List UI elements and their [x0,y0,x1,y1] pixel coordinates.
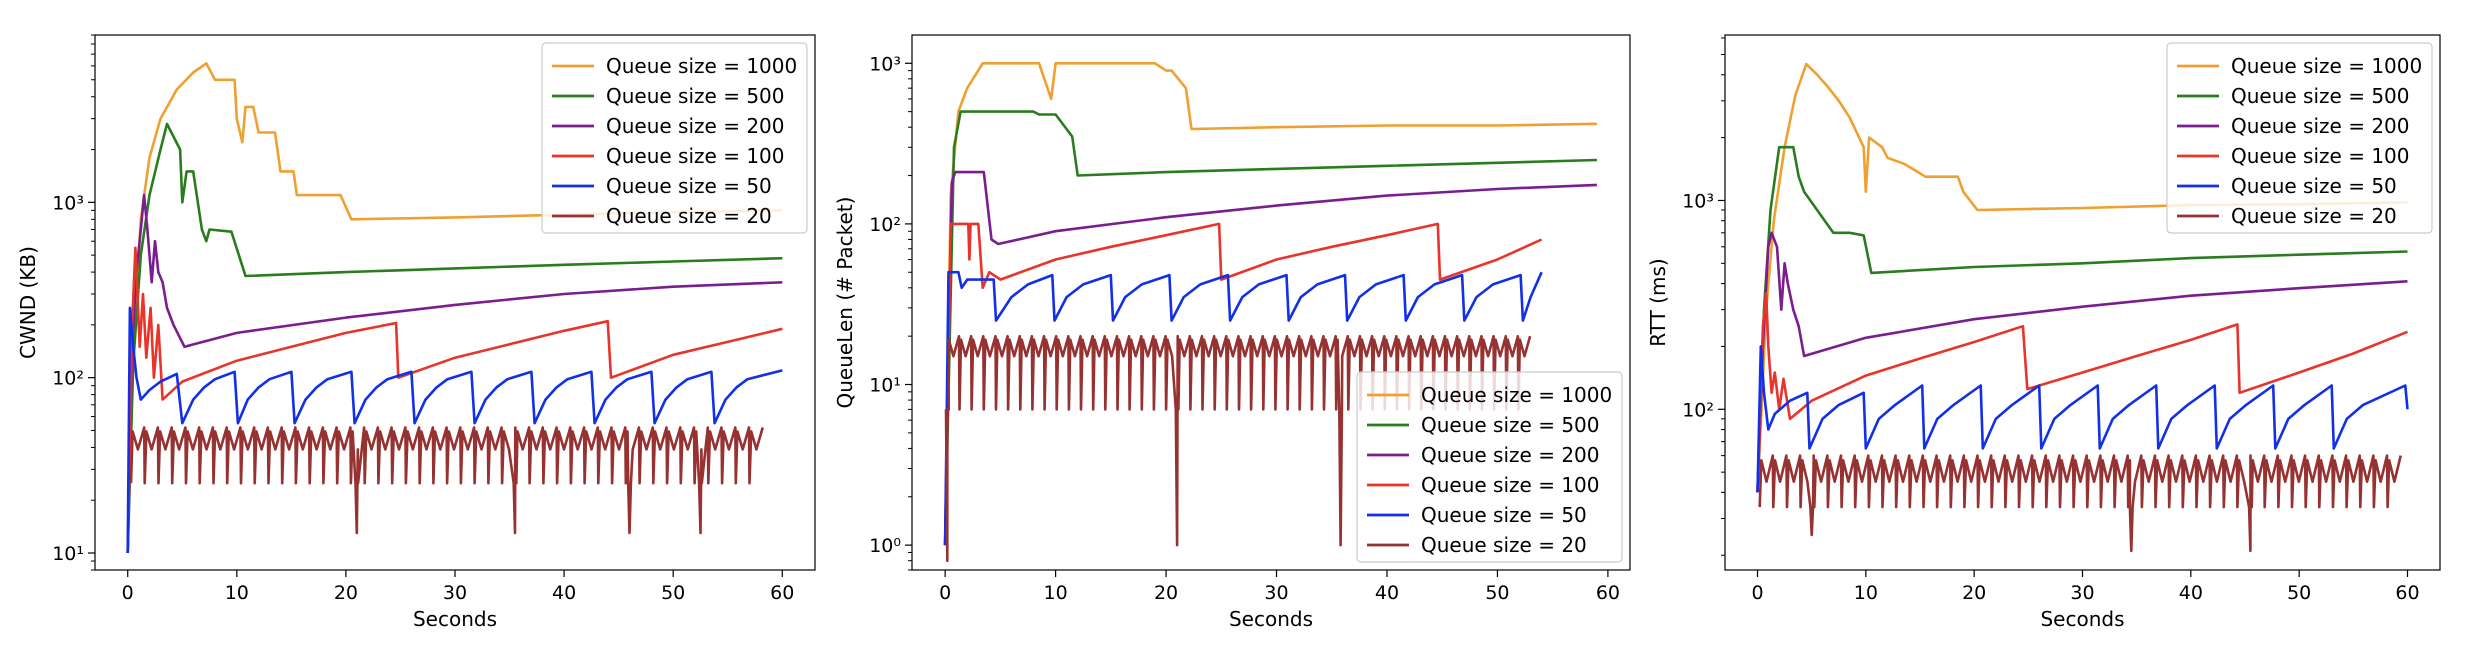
x-tick-label: 40 [1375,582,1399,604]
legend-label: Queue size = 100 [606,144,785,168]
chart-panel-2: 0 10 20 30 40 50 60 10⁰ 10¹ 10² 10³ Seconds QueueLen… [833,34,1631,631]
legend-box [1356,371,1623,563]
series-line-5 [1756,345,2409,493]
series-line-4 [943,222,1543,546]
series-line-3 [1756,231,2408,493]
legend-label: Queue size = 500 [1421,413,1600,437]
x-tick-label: 20 [1154,582,1178,604]
legend: Queue size = 1000 Queue size = 500 Queue s… [2166,42,2433,234]
legend-label: Queue size = 20 [1421,533,1587,557]
series-line-1 [943,62,1597,546]
x-tick-label: 10 [1044,582,1068,604]
legend-label: Queue size = 500 [2231,84,2410,108]
legend-label: Queue size = 50 [1421,503,1587,527]
x-tick-label: 40 [2179,582,2203,604]
y-tick-label: 10⁰ [869,535,901,557]
x-tick-label: 30 [1264,582,1288,604]
series-line-6 [1758,454,2402,553]
legend-label: Queue size = 1000 [1421,383,1612,407]
series-line-2 [126,122,783,554]
x-axis-label: Seconds [413,607,497,631]
plot-frame [911,34,1631,571]
legend-box [2166,42,2433,234]
legend-label: Queue size = 100 [1421,473,1600,497]
x-tick-label: 30 [443,582,467,604]
series-line-5 [943,270,1543,546]
series-line-2 [943,110,1597,546]
legend-label: Queue size = 100 [2231,144,2410,168]
x-tick-label: 60 [770,582,794,604]
y-minor-ticks [908,70,912,571]
x-tick-label: 50 [1485,582,1509,604]
plot-area [943,62,1597,562]
chart-panel-1: 0 10 20 30 40 50 60 10¹ 10² 10³ Seconds CWND (KB) Qu… [16,34,816,631]
legend-label: Queue size = 200 [1421,443,1600,467]
x-tick-label: 60 [1596,582,1620,604]
series-line-5 [126,306,783,554]
x-tick-label: 10 [225,582,249,604]
series-line-6 [129,426,764,535]
legend-label: Queue size = 20 [2231,204,2397,228]
legend-box [541,42,808,234]
y-tick-label: 10¹ [869,375,901,397]
x-tick-label: 0 [1751,582,1763,604]
x-tick-label: 20 [334,582,358,604]
y-tick-label: 10³ [869,53,901,75]
y-axis-label: RTT (ms) [1646,258,1670,346]
plot-frame [1724,34,2441,571]
x-tick-label: 30 [2070,582,2094,604]
legend-label: Queue size = 50 [606,174,772,198]
x-tick-label: 40 [552,582,576,604]
series-line-4 [126,246,783,554]
legend: Queue size = 1000 Queue size = 500 Queue s… [1356,371,1623,563]
y-tick-label: 10² [52,368,84,390]
chart-panel-3: 0 10 20 30 40 50 60 10² 10³ Seconds RTT (ms) Queue … [1646,34,2441,631]
y-tick-label: 10³ [52,192,84,214]
legend-label: Queue size = 20 [606,204,772,228]
x-axis-label: Seconds [2040,607,2124,631]
y-tick-label: 10³ [1682,190,1714,212]
series-line-3 [943,170,1597,546]
series-line-2 [1756,145,2408,493]
x-tick-label: 0 [939,582,951,604]
y-axis-label: CWND (KB) [16,246,40,359]
y-axis-label: QueueLen (# Packet) [833,197,857,409]
legend-label: Queue size = 200 [606,114,785,138]
series-line-1 [1756,62,2408,493]
series-line-6 [944,334,1532,562]
y-tick-label: 10² [1682,399,1714,421]
y-minor-ticks [91,34,95,571]
x-tick-label: 60 [2395,582,2419,604]
plot-area [1756,62,2409,553]
legend-label: Queue size = 1000 [606,54,797,78]
plot-area [126,62,783,554]
series-line-1 [126,62,783,554]
legend-label: Queue size = 500 [606,84,785,108]
x-axis-label: Seconds [1229,607,1313,631]
series-line-3 [126,193,783,554]
plot-frame [94,34,816,571]
x-tick-label: 20 [1962,582,1986,604]
y-tick-label: 10² [869,214,901,236]
x-tick-label: 0 [122,582,134,604]
legend-label: Queue size = 50 [2231,174,2397,198]
x-tick-label: 50 [661,582,685,604]
x-tick-label: 10 [1854,582,1878,604]
legend: Queue size = 1000 Queue size = 500 Queue s… [541,42,808,234]
legend-label: Queue size = 1000 [2231,54,2422,78]
x-tick-label: 50 [2287,582,2311,604]
y-minor-ticks [1721,37,1725,556]
legend-label: Queue size = 200 [2231,114,2410,138]
y-tick-label: 10¹ [52,543,84,565]
series-line-4 [1756,291,2408,493]
